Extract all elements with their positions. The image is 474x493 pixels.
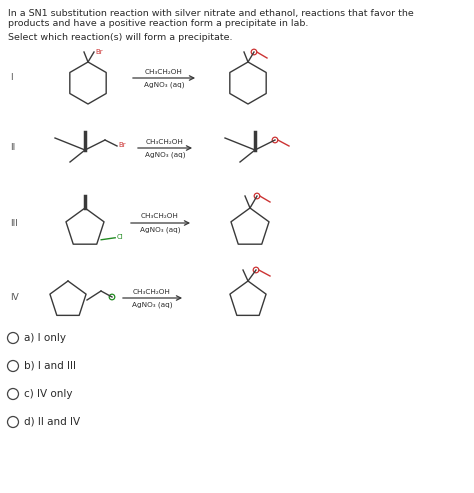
Text: Select which reaction(s) will form a precipitate.: Select which reaction(s) will form a pre… (8, 33, 233, 42)
Text: Br: Br (118, 142, 126, 148)
Text: a) I only: a) I only (24, 333, 66, 343)
Text: c) IV only: c) IV only (24, 389, 73, 399)
Text: products and have a positive reaction form a precipitate in lab.: products and have a positive reaction fo… (8, 19, 309, 28)
Text: In a SN1 substitution reaction with silver nitrate and ethanol, reactions that f: In a SN1 substitution reaction with silv… (8, 9, 414, 18)
Text: II: II (10, 143, 15, 152)
Text: AgNO₃ (aq): AgNO₃ (aq) (132, 302, 172, 308)
Text: CH₃CH₂OH: CH₃CH₂OH (145, 69, 183, 74)
Text: Br: Br (95, 49, 103, 55)
Text: d) II and IV: d) II and IV (24, 417, 80, 427)
Text: I: I (10, 73, 13, 82)
Text: AgNO₃ (aq): AgNO₃ (aq) (144, 81, 184, 88)
Text: IV: IV (10, 293, 19, 303)
Text: Cl: Cl (116, 234, 123, 240)
Text: CH₃CH₂OH: CH₃CH₂OH (146, 139, 184, 144)
Text: AgNO₃ (aq): AgNO₃ (aq) (140, 226, 180, 233)
Text: AgNO₃ (aq): AgNO₃ (aq) (145, 151, 185, 158)
Text: b) I and III: b) I and III (24, 361, 76, 371)
Text: CH₃CH₂OH: CH₃CH₂OH (141, 213, 179, 219)
Text: CH₃CH₂OH: CH₃CH₂OH (133, 288, 171, 294)
Text: III: III (10, 218, 18, 227)
